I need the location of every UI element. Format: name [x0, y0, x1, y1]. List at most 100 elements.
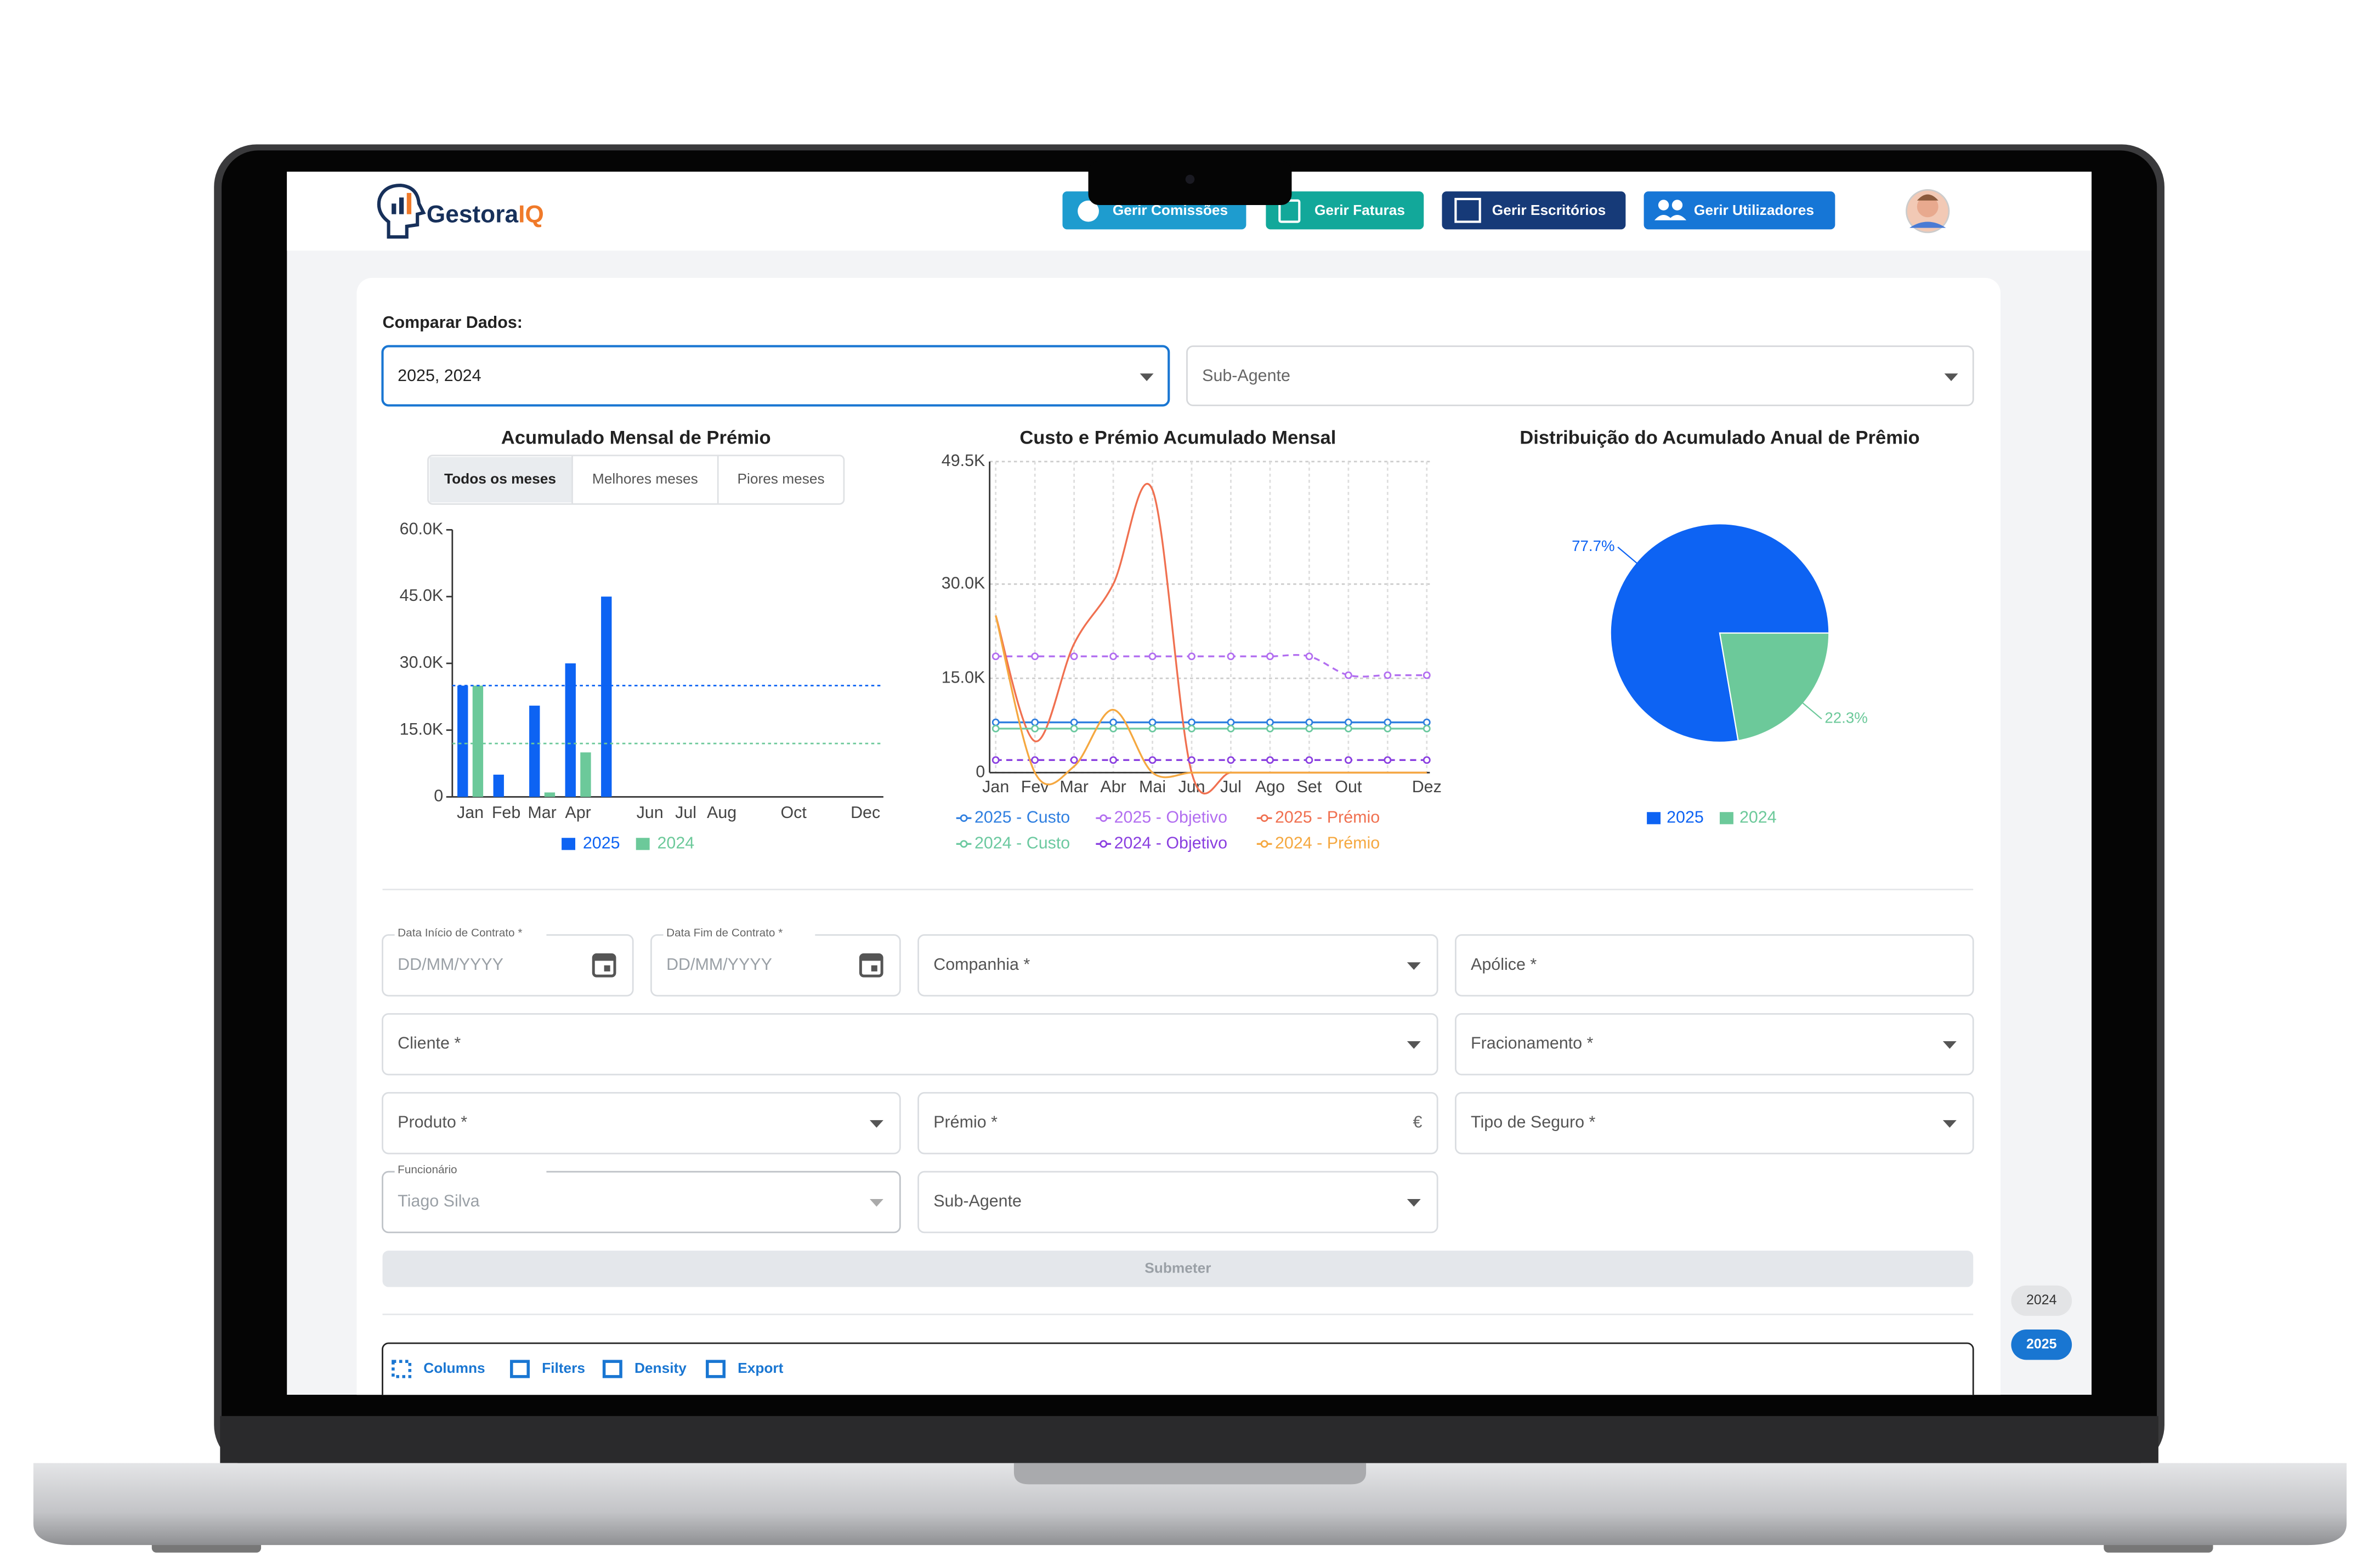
point-marker: [1384, 725, 1392, 732]
nav-button[interactable]: Gerir Faturas: [1266, 191, 1424, 230]
field-label[interactable]: Companhia *: [933, 955, 1030, 974]
bar: [472, 685, 484, 797]
field-label[interactable]: Fracionamento *: [1471, 1034, 1593, 1053]
nav-button[interactable]: Gerir Escritórios: [1442, 191, 1626, 230]
toolbar-icon: [510, 1360, 530, 1378]
x-tick-label: Jan: [457, 803, 484, 822]
field-box[interactable]: [382, 1013, 1438, 1076]
legend-label: 2025: [1667, 808, 1704, 826]
chip-label[interactable]: 2024: [2026, 1292, 2057, 1308]
form-field[interactable]: Data Fim de Contrato * DD/MM/YYYY: [650, 927, 901, 997]
form-field[interactable]: Data Início de Contrato * DD/MM/YYYY: [382, 927, 634, 997]
nav-label[interactable]: Gerir Faturas: [1314, 202, 1405, 218]
toolbar-icon: [602, 1360, 622, 1378]
label-bg: [394, 929, 547, 940]
dropdown-icon[interactable]: [1407, 1199, 1421, 1207]
field-box[interactable]: [917, 1092, 1438, 1155]
point-marker: [1070, 756, 1078, 764]
field-value[interactable]: Tiago Silva: [398, 1192, 480, 1211]
submit-button[interactable]: Submeter: [382, 1251, 1974, 1287]
year-chip[interactable]: 2024: [2011, 1285, 2072, 1316]
field-box[interactable]: [1454, 1092, 1974, 1155]
y-tick-label: 30.0K: [400, 653, 444, 672]
dropdown-icon[interactable]: [1942, 1120, 1957, 1128]
label-leader: [1617, 547, 1639, 565]
field-placeholder[interactable]: DD/MM/YYYY: [666, 955, 772, 974]
legend-label: 2024: [657, 833, 694, 852]
point-marker: [1305, 756, 1313, 764]
tab[interactable]: Piores meses: [737, 470, 824, 487]
point-marker: [1148, 718, 1157, 726]
field-label[interactable]: Tipo de Seguro *: [1471, 1113, 1595, 1132]
calendar-icon: [593, 955, 615, 961]
field-label[interactable]: Apólice *: [1471, 955, 1537, 974]
select-placeholder[interactable]: Sub-Agente: [1202, 366, 1290, 385]
form-field[interactable]: Cliente *: [382, 1013, 1438, 1076]
chart-title: Custo e Prémio Acumulado Mensal: [1019, 427, 1336, 448]
tab[interactable]: Todos os meses: [444, 470, 556, 487]
field-placeholder[interactable]: DD/MM/YYYY: [398, 955, 503, 974]
x-tick-label: Aug: [707, 803, 736, 822]
point-marker: [991, 718, 1000, 726]
field-suffix: €: [1413, 1113, 1423, 1132]
years-select[interactable]: 2025, 2024: [381, 345, 1170, 407]
y-tick-label: 0: [434, 787, 443, 805]
field-label[interactable]: Prémio *: [933, 1113, 998, 1132]
data-grid: [382, 1342, 1974, 1395]
field-box[interactable]: [1454, 1013, 1974, 1076]
dropdown-icon[interactable]: [1942, 1041, 1957, 1049]
field-label[interactable]: Sub-Agente: [933, 1192, 1022, 1211]
label-bg: [394, 1166, 547, 1177]
form-field[interactable]: Sub-Agente: [917, 1171, 1438, 1234]
dropdown-icon[interactable]: [869, 1120, 883, 1128]
legend-label: 2025: [583, 833, 620, 852]
point-marker: [1109, 756, 1118, 764]
field-box[interactable]: [382, 1171, 901, 1234]
screen: GestoraIQ Gerir Comissões Gerir Faturas …: [287, 172, 2092, 1395]
legend-marker: [1100, 840, 1108, 848]
form-field[interactable]: Apólice *: [1454, 934, 1974, 997]
field-label: Data Início de Contrato *: [398, 927, 522, 939]
subagent-select[interactable]: Sub-Agente: [1186, 345, 1974, 406]
field-box[interactable]: [917, 934, 1438, 997]
point-marker: [1423, 725, 1431, 732]
submit-label[interactable]: Submeter: [1144, 1259, 1211, 1276]
nav-label[interactable]: Gerir Utilizadores: [1694, 202, 1814, 218]
form-field[interactable]: Prémio * €: [917, 1092, 1438, 1155]
select-value[interactable]: 2025, 2024: [398, 366, 481, 385]
field-box[interactable]: [382, 1092, 901, 1155]
field-label[interactable]: Produto *: [398, 1113, 467, 1132]
point-marker: [1384, 756, 1392, 764]
data-label: 22.3%: [1824, 709, 1867, 726]
form-field[interactable]: Funcionário Tiago Silva: [382, 1163, 901, 1234]
toolbar-button[interactable]: Columns: [423, 1360, 485, 1376]
base: [33, 1463, 2347, 1546]
form-field[interactable]: Produto *: [382, 1092, 901, 1155]
form-field[interactable]: Fracionamento *: [1454, 1013, 1974, 1076]
form-field[interactable]: Companhia *: [917, 934, 1438, 997]
nav-label[interactable]: Gerir Escritórios: [1492, 202, 1606, 218]
toolbar-button[interactable]: Density: [634, 1360, 687, 1376]
point-marker: [1148, 652, 1157, 661]
form-field[interactable]: Tipo de Seguro *: [1454, 1092, 1974, 1155]
field-box[interactable]: [917, 1171, 1438, 1234]
nav-button[interactable]: Gerir Utilizadores: [1644, 191, 1835, 230]
year-chip[interactable]: 2025: [2011, 1330, 2072, 1360]
bar: [601, 596, 612, 797]
dropdown-icon[interactable]: [869, 1199, 883, 1207]
data-label: 77.7%: [1572, 537, 1614, 554]
field-label[interactable]: Cliente *: [398, 1034, 461, 1053]
point-marker: [1423, 671, 1431, 679]
logo: GestoraIQ: [377, 184, 544, 239]
toolbar-button[interactable]: Export: [738, 1360, 783, 1376]
tab[interactable]: Melhores meses: [592, 470, 698, 487]
chip-label[interactable]: 2025: [2026, 1336, 2057, 1351]
toolbar-button[interactable]: Filters: [542, 1360, 585, 1376]
x-tick-label: Set: [1297, 777, 1322, 796]
dropdown-icon[interactable]: [1407, 1041, 1421, 1049]
avatar[interactable]: [1906, 189, 1950, 234]
dropdown-icon[interactable]: [1407, 962, 1421, 970]
field-box[interactable]: [1454, 934, 1974, 997]
tab-selected[interactable]: [429, 457, 573, 503]
